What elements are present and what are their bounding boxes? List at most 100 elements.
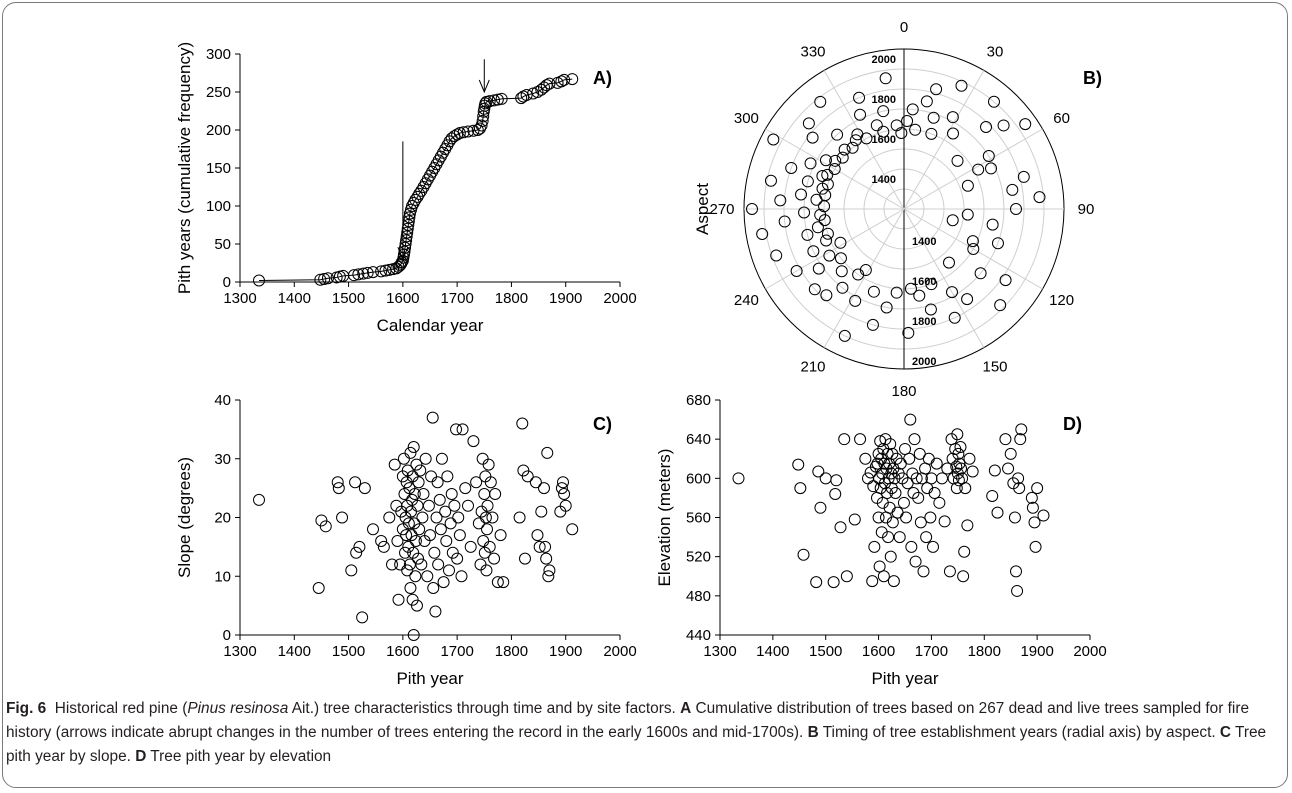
data-point <box>566 523 579 536</box>
data-point <box>801 228 814 241</box>
data-point <box>820 234 833 247</box>
panel-b-polar-chart: 0 30 60 90 120 150 180 210 240 270 300 330 1400 1400 1… <box>680 14 1200 400</box>
data-point <box>482 458 495 471</box>
data-point <box>797 548 810 561</box>
y-tick-label: 10 <box>214 568 231 585</box>
data-point <box>953 457 966 470</box>
data-point <box>997 119 1010 132</box>
data-point <box>884 438 897 451</box>
x-axis-title: Pith year <box>871 669 938 688</box>
data-point <box>866 575 879 588</box>
data-point <box>453 127 466 140</box>
data-point <box>792 458 805 471</box>
data-point <box>1015 423 1028 436</box>
data-point <box>879 433 892 446</box>
data-point <box>481 499 494 512</box>
data-point <box>400 529 413 542</box>
panel-label: A) <box>593 68 612 88</box>
data-point <box>905 540 918 553</box>
data-point <box>421 570 434 583</box>
data-point <box>814 95 827 108</box>
data-point <box>489 488 502 500</box>
data-point <box>767 133 780 146</box>
data-point <box>928 487 941 500</box>
x-tick-label: 1300 <box>703 643 736 660</box>
data-point <box>1013 482 1026 495</box>
arrow-head <box>478 79 490 94</box>
data-point <box>936 472 948 485</box>
x-tick-label: 1500 <box>809 643 842 660</box>
data-point <box>535 505 548 518</box>
data-point <box>467 435 480 448</box>
data-point <box>1004 447 1017 460</box>
y-axis-title: Slope (degrees) <box>175 457 194 578</box>
data-point <box>491 93 504 106</box>
data-point <box>790 265 803 277</box>
data-point <box>464 540 477 553</box>
data-point <box>866 318 879 331</box>
data-point <box>961 293 974 306</box>
data-point <box>495 92 508 105</box>
data-point <box>367 266 379 279</box>
data-point <box>980 120 993 133</box>
data-point <box>906 103 919 116</box>
data-point <box>819 472 832 485</box>
data-point <box>867 480 880 493</box>
data-point <box>838 329 851 342</box>
data-point <box>814 208 827 221</box>
data-point <box>952 447 965 460</box>
y-tick-label: 520 <box>686 549 711 566</box>
data-point <box>954 441 967 453</box>
data-point <box>543 77 556 90</box>
data-point <box>988 464 1001 477</box>
data-point <box>383 511 396 524</box>
data-point <box>930 457 943 470</box>
data-point <box>812 465 825 478</box>
data-point <box>424 529 436 542</box>
data-point <box>440 535 453 547</box>
data-point <box>879 72 892 85</box>
data-point <box>917 565 930 578</box>
angle-tick-label: 30 <box>987 43 1004 60</box>
data-point <box>448 499 461 512</box>
data-point <box>413 187 426 200</box>
x-tick-label: 1300 <box>223 290 256 307</box>
data-point <box>404 446 417 459</box>
data-point <box>838 433 851 446</box>
arrow-head <box>397 247 409 261</box>
data-point <box>404 582 417 594</box>
data-point <box>808 283 821 296</box>
data-point <box>899 442 911 455</box>
data-point <box>437 576 450 589</box>
data-point <box>566 73 579 86</box>
data-point <box>472 517 485 530</box>
data-point <box>392 593 405 606</box>
data-point <box>543 564 556 577</box>
y-tick-label: 300 <box>206 46 231 63</box>
chart-c-svg: 1300 1400 1500 1600 1700 1800 1900 2000 0 10 20 30 4… <box>175 392 637 688</box>
data-point <box>1010 203 1022 215</box>
data-point <box>529 476 542 489</box>
data-point <box>897 496 910 509</box>
data-point <box>828 163 841 175</box>
data-point <box>348 269 360 282</box>
data-point <box>938 515 951 528</box>
data-point <box>367 523 379 536</box>
data-point <box>533 540 546 553</box>
data-point <box>356 611 369 624</box>
y-axis-title: Aspect <box>693 183 712 235</box>
data-point <box>459 482 472 495</box>
data-point <box>375 535 388 547</box>
y-tick-label: 50 <box>214 236 231 253</box>
data-point <box>884 550 897 563</box>
data-point <box>352 268 365 281</box>
data-point <box>961 519 974 532</box>
data-point <box>807 245 820 258</box>
data-point <box>836 281 849 294</box>
data-point <box>319 520 332 533</box>
data-point <box>336 511 349 524</box>
caption-label-b: B <box>807 724 819 741</box>
data-point <box>331 476 344 489</box>
data-point <box>836 151 849 164</box>
data-point <box>540 552 553 565</box>
